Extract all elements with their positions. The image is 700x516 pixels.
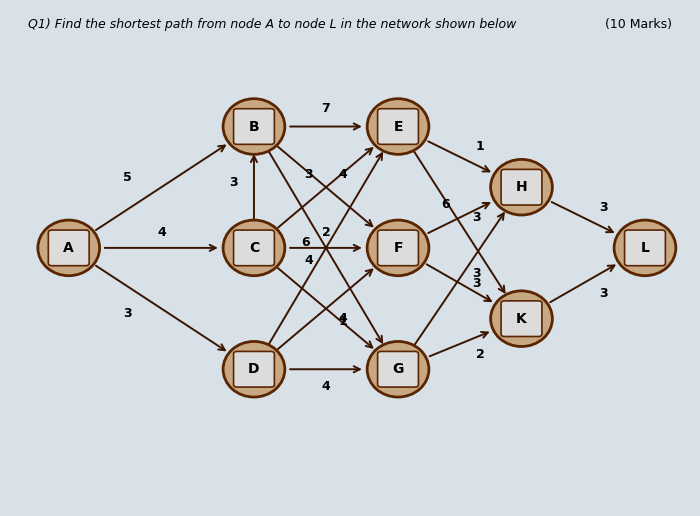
Ellipse shape [367, 99, 429, 154]
Text: 4: 4 [157, 226, 166, 239]
Text: 1: 1 [339, 315, 347, 328]
Text: 2: 2 [476, 348, 484, 361]
Text: 5: 5 [122, 171, 132, 184]
Text: D: D [248, 362, 260, 376]
FancyBboxPatch shape [377, 230, 419, 266]
Text: Q1) Find the shortest path from node A to node L in the network shown below: Q1) Find the shortest path from node A t… [27, 18, 516, 31]
FancyBboxPatch shape [377, 351, 419, 387]
Text: 6: 6 [301, 236, 309, 249]
FancyBboxPatch shape [48, 230, 89, 266]
Text: 3: 3 [599, 201, 608, 214]
Ellipse shape [614, 220, 676, 276]
Text: L: L [640, 241, 650, 255]
Text: K: K [516, 312, 527, 326]
Text: 4: 4 [321, 380, 330, 393]
FancyBboxPatch shape [234, 230, 274, 266]
Text: 3: 3 [122, 307, 132, 320]
Text: 4: 4 [339, 312, 347, 325]
Text: 7: 7 [321, 102, 330, 115]
Text: 4: 4 [339, 168, 347, 181]
FancyBboxPatch shape [377, 109, 419, 144]
Ellipse shape [223, 342, 285, 397]
Text: H: H [516, 180, 527, 194]
Ellipse shape [367, 220, 429, 276]
Text: 1: 1 [476, 140, 484, 153]
Text: 3: 3 [473, 277, 481, 290]
Ellipse shape [223, 220, 285, 276]
Text: 3: 3 [229, 175, 238, 189]
FancyBboxPatch shape [501, 169, 542, 205]
Text: (10 Marks): (10 Marks) [606, 18, 673, 31]
Text: F: F [393, 241, 402, 255]
Text: G: G [392, 362, 404, 376]
FancyBboxPatch shape [501, 301, 542, 336]
Ellipse shape [223, 99, 285, 154]
Text: B: B [248, 120, 259, 134]
Ellipse shape [491, 291, 552, 347]
Text: 3: 3 [599, 287, 608, 300]
Text: A: A [64, 241, 74, 255]
FancyBboxPatch shape [624, 230, 666, 266]
Text: C: C [248, 241, 259, 255]
Ellipse shape [38, 220, 99, 276]
Ellipse shape [367, 342, 429, 397]
Text: 6: 6 [442, 199, 450, 212]
Text: 2: 2 [321, 226, 330, 239]
Text: 3: 3 [304, 168, 313, 181]
FancyBboxPatch shape [234, 351, 274, 387]
Text: 4: 4 [304, 254, 313, 267]
Text: E: E [393, 120, 402, 134]
FancyBboxPatch shape [234, 109, 274, 144]
Ellipse shape [491, 159, 552, 215]
Text: 3: 3 [473, 267, 481, 280]
Text: 3: 3 [473, 211, 481, 224]
